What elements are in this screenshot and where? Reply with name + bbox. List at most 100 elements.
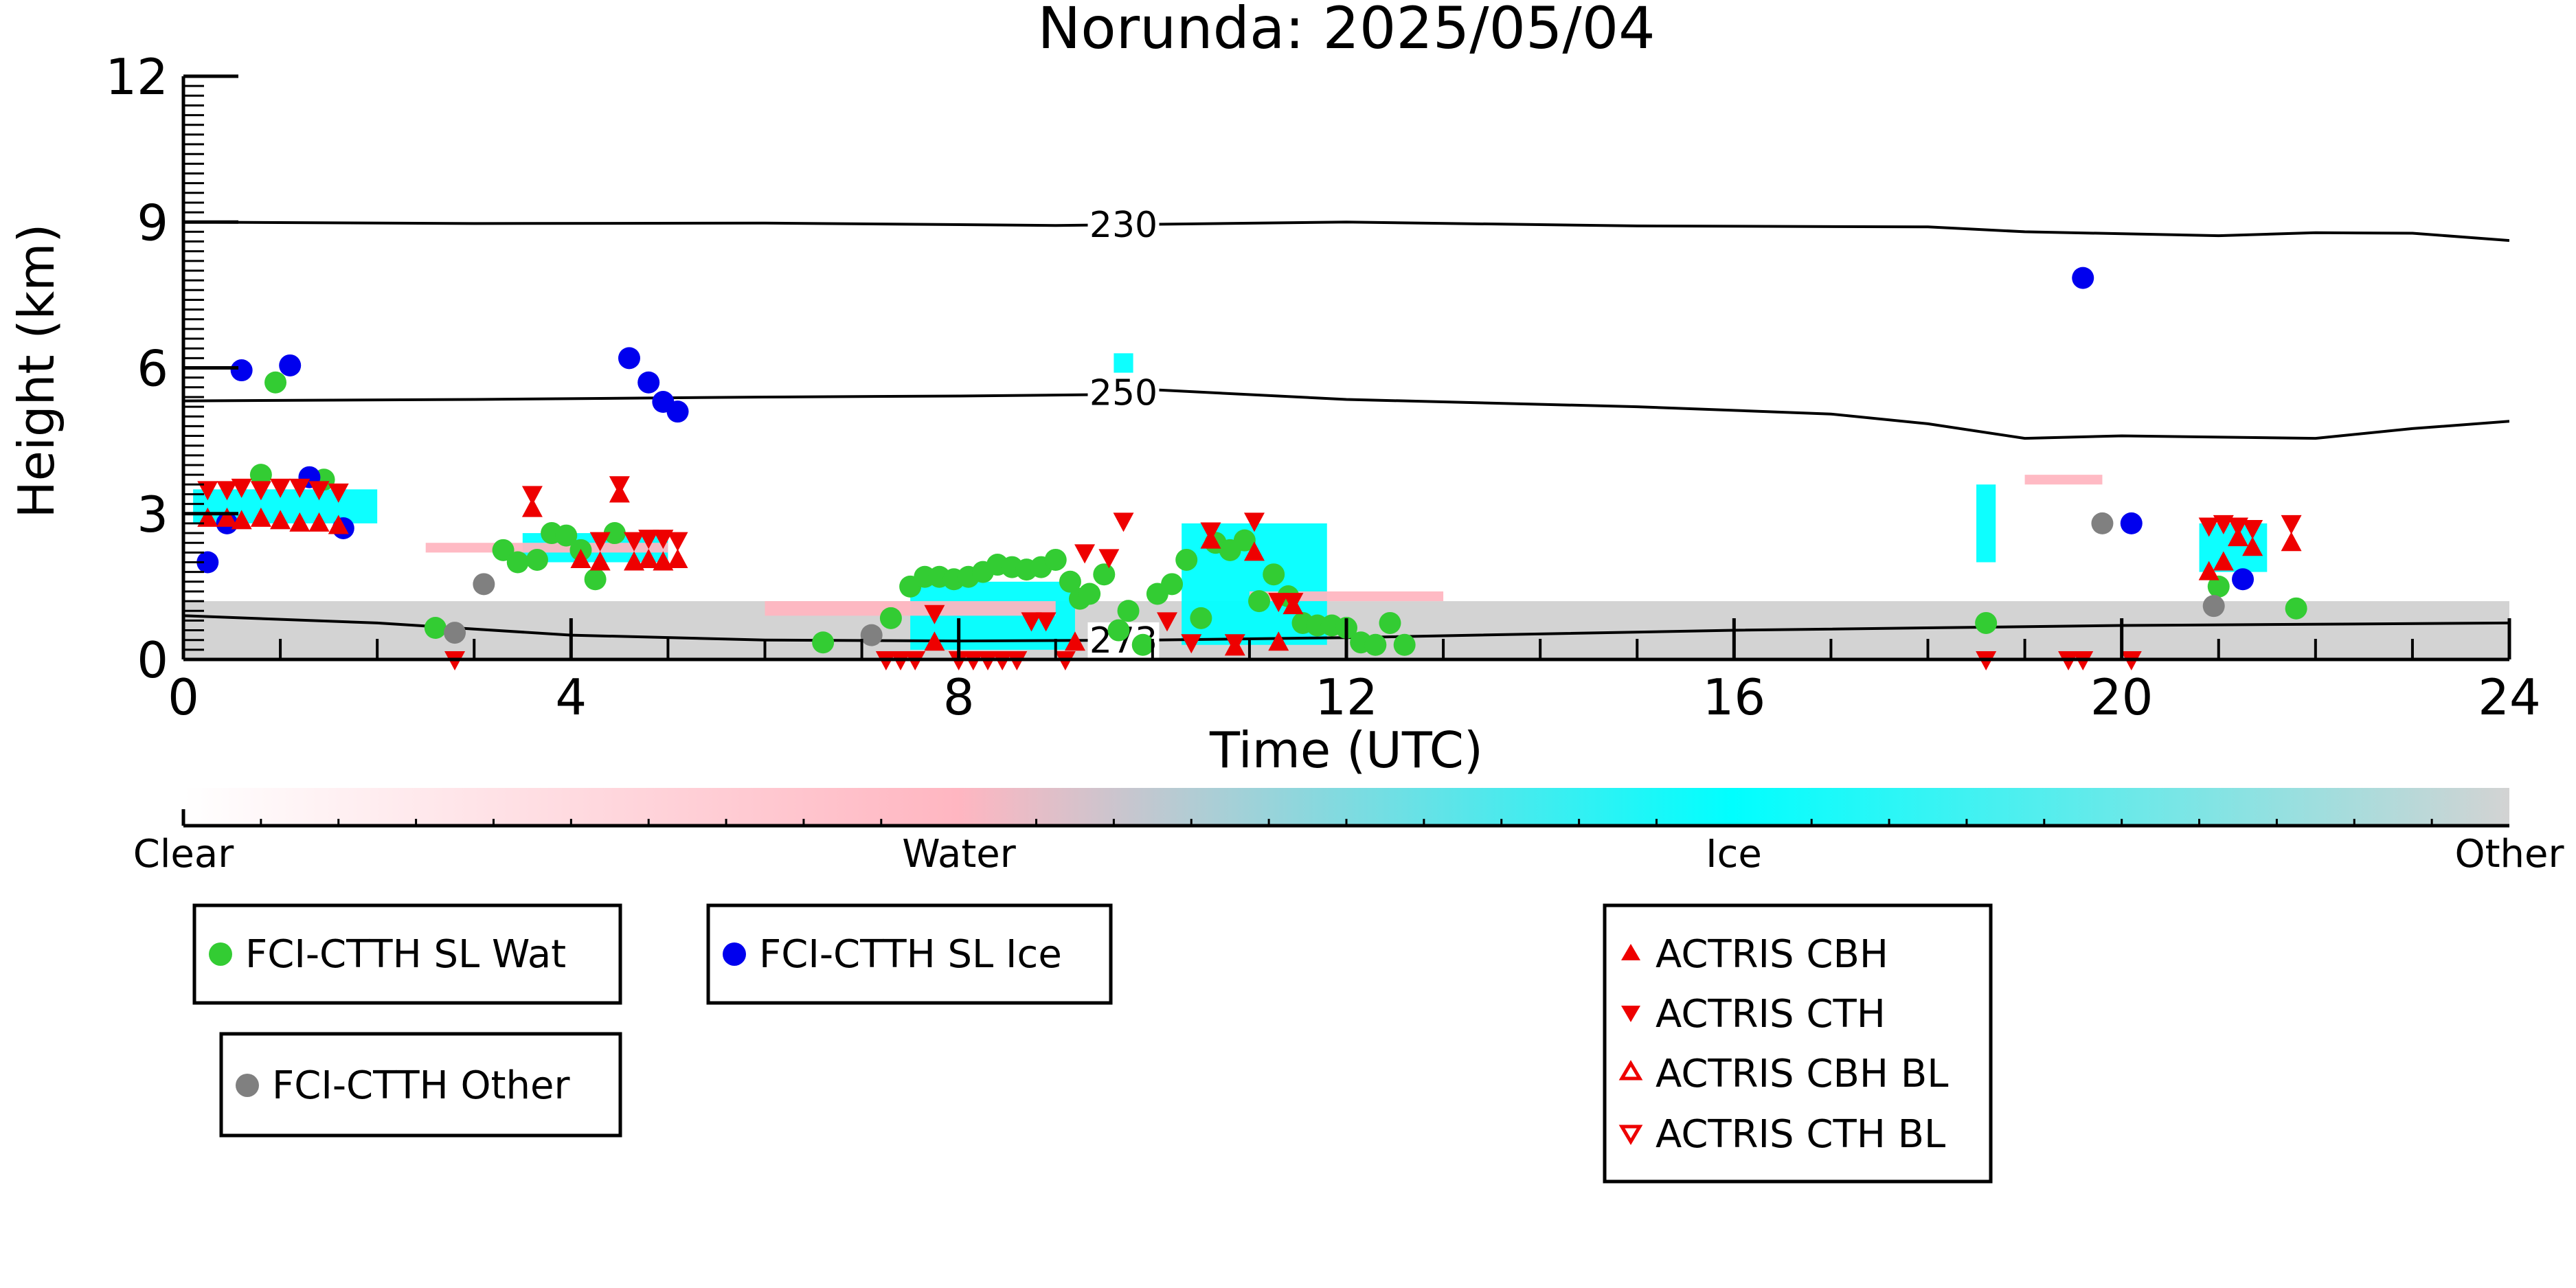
x-tick-label-20: 20 [2090,668,2154,726]
marker-actris-cth-30 [1113,512,1134,532]
marker-actris-cth-11 [609,476,630,496]
marker-actris-cbh-1 [216,507,238,527]
marker-actris-cbh-23 [2198,561,2219,580]
marker-fci-ctth-other-4 [2202,595,2225,618]
marker-fci-ctth-sl-wat-48 [1379,611,1401,634]
marker-fci-ctth-sl-wat-31 [1131,633,1154,656]
y-tick-label-6: 6 [137,340,168,398]
marker-actris-cbh-17 [1064,631,1085,651]
marker-actris-cbh-24 [2213,551,2234,571]
marker-actris-cth-34 [1224,634,1245,654]
marker-fci-ctth-sl-wat-28 [1093,563,1116,586]
marker-actris-cth-4 [270,478,291,498]
marker-actris-cth-6 [308,481,330,501]
marker-fci-ctth-sl-ice-2 [230,359,253,382]
marker-actris-cbh-2 [231,510,252,530]
marker-actris-cth-1 [216,481,238,501]
legend-label-cbh-bl: ACTRIS CBH BL [1656,1052,1948,1096]
marker-fci-ctth-sl-wat-49 [1393,633,1416,656]
legend-marker-wat [209,942,232,966]
legend-marker-cbh-bl [1618,1060,1643,1081]
legend-marker-cbh [1621,944,1640,960]
marker-fci-ctth-sl-wat-6 [526,548,548,571]
legend-label-cbh: ACTRIS CBH [1656,932,1888,977]
legend-label-cth: ACTRIS CTH [1656,992,1886,1037]
legend-label-other: FCI-CTTH Other [272,1063,570,1108]
marker-actris-cbh-0 [197,507,218,527]
contour-label-bg-230 [1087,207,1160,243]
marker-actris-cth-7 [328,483,349,503]
legend-marker-cth [1621,1006,1640,1022]
marker-fci-ctth-sl-wat-35 [1190,607,1212,629]
legend-fci-ice: FCI-CTTH SL Ice [706,903,1113,1005]
marker-actris-cbh-27 [2281,532,2302,552]
marker-fci-ctth-other-2 [860,624,883,646]
marker-fci-ctth-sl-wat-47 [1364,633,1387,656]
marker-fci-ctth-sl-wat-40 [1263,563,1285,586]
marker-fci-ctth-sl-ice-3 [279,354,302,376]
x-tick-label-4: 4 [555,668,587,726]
marker-fci-ctth-sl-wat-3 [424,617,447,640]
marker-actris-cth-46 [2281,515,2302,534]
cloud-patch-water-11 [2024,475,2103,485]
marker-actris-cbh-13 [638,548,659,568]
marker-fci-ctth-other-0 [444,622,466,644]
marker-fci-ctth-sl-ice-0 [196,551,219,574]
marker-actris-cth-3 [250,481,271,501]
marker-actris-cbh-16 [924,631,945,651]
marker-fci-ctth-sl-wat-1 [264,371,287,394]
chart-title: Norunda: 2025/05/04 [1037,0,1655,62]
y-axis-label: Height (km) [8,224,65,519]
marker-fci-ctth-other-1 [473,573,495,596]
marker-actris-cbh-6 [308,512,330,532]
marker-actris-cbh-9 [570,548,591,568]
contour-label-230: 230 [1089,205,1157,246]
marker-actris-cbh-14 [653,551,674,571]
marker-actris-cth-19 [924,605,945,624]
contour-label-250: 250 [1089,373,1157,414]
marker-actris-cbh-4 [270,510,291,530]
marker-actris-cbh-26 [2242,536,2263,556]
colorbar-label-other: Other [2454,832,2564,877]
x-tick-label-24: 24 [2478,668,2541,726]
marker-fci-ctth-sl-wat-13 [879,607,902,629]
marker-actris-cth-9 [521,486,543,506]
x-tick-label-8: 8 [943,668,975,726]
marker-actris-cth-32 [1181,634,1202,654]
cloud-patch-ice-6 [1976,484,1996,563]
marker-fci-ctth-sl-ice-6 [618,347,640,370]
marker-fci-ctth-sl-wat-12 [812,631,835,654]
marker-actris-cth-37 [1283,593,1304,613]
colorbar-label-clear: Clear [133,832,234,877]
marker-actris-cth-5 [289,478,310,498]
marker-fci-ctth-sl-wat-51 [2207,575,2230,598]
legend-marker-other [236,1074,259,1097]
marker-fci-ctth-sl-wat-52 [2285,597,2307,620]
marker-fci-ctth-sl-wat-25 [1059,570,1081,593]
legend-label-ice: FCI-CTTH SL Ice [759,932,1062,977]
marker-actris-cbh-7 [328,515,349,534]
marker-actris-cth-25 [1021,612,1042,632]
legend-marker-cth-bl [1618,1125,1643,1145]
marker-actris-cbh-5 [289,512,310,532]
marker-actris-cth-42 [2198,517,2219,537]
marker-fci-ctth-sl-wat-30 [1117,600,1140,622]
marker-actris-cbh-15 [667,548,688,568]
contour-label-bg-250 [1087,374,1160,411]
marker-fci-ctth-sl-wat-10 [584,568,607,591]
legend-label-wat: FCI-CTTH SL Wat [245,932,566,977]
cloud-patch-water-9 [765,601,1056,616]
marker-fci-ctth-sl-wat-38 [1233,529,1256,552]
legend-label-cth-bl: ACTRIS CTH BL [1656,1112,1945,1157]
marker-fci-ctth-sl-wat-33 [1161,573,1184,596]
marker-actris-cth-12 [624,532,645,552]
marker-fci-ctth-sl-wat-50 [1975,611,1998,634]
marker-fci-ctth-sl-ice-7 [637,371,660,394]
marker-fci-ctth-sl-wat-24 [1044,548,1067,571]
x-tick-label-0: 0 [168,668,199,726]
marker-actris-cbh-8 [521,497,543,517]
marker-actris-cth-29 [1098,549,1120,569]
marker-fci-ctth-sl-wat-34 [1175,548,1198,571]
marker-actris-cbh-12 [624,551,645,571]
marker-fci-ctth-sl-ice-11 [2120,512,2143,534]
